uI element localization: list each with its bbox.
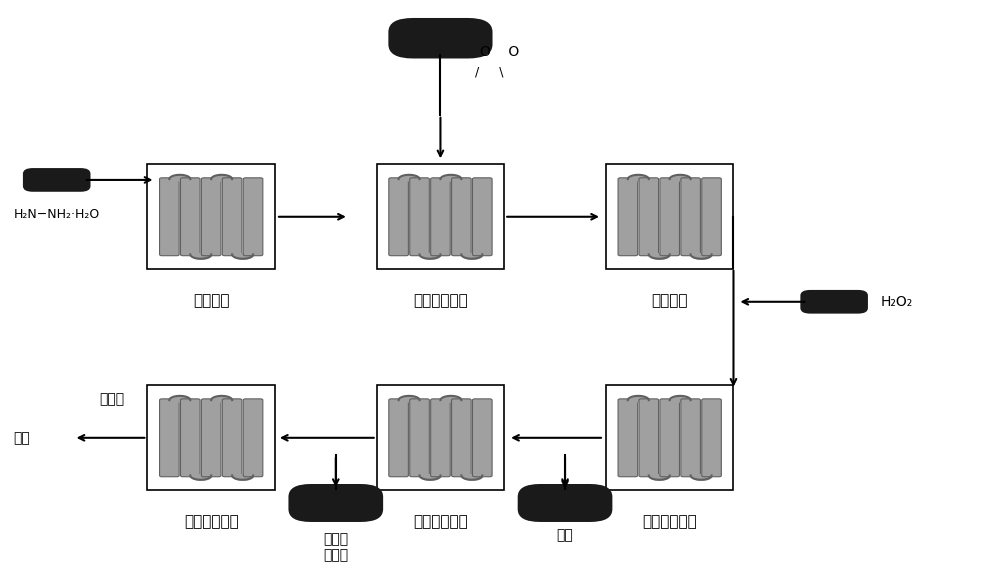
FancyBboxPatch shape [518, 484, 612, 522]
FancyBboxPatch shape [606, 386, 733, 490]
Text: H₂N−NH₂·H₂O: H₂N−NH₂·H₂O [14, 208, 100, 221]
FancyBboxPatch shape [800, 290, 868, 313]
FancyBboxPatch shape [222, 178, 242, 256]
Text: /     \: / \ [475, 66, 504, 79]
FancyBboxPatch shape [410, 399, 429, 476]
FancyBboxPatch shape [389, 399, 408, 476]
FancyBboxPatch shape [660, 399, 679, 476]
Text: 后处理: 后处理 [99, 392, 124, 407]
FancyBboxPatch shape [410, 178, 429, 256]
FancyBboxPatch shape [201, 399, 221, 476]
Text: H₂O₂: H₂O₂ [881, 295, 913, 309]
FancyBboxPatch shape [702, 399, 721, 476]
FancyBboxPatch shape [452, 178, 471, 256]
FancyBboxPatch shape [23, 168, 90, 192]
FancyBboxPatch shape [377, 386, 504, 490]
Text: 产品: 产品 [13, 431, 30, 445]
Text: 降温模块: 降温模块 [651, 293, 688, 308]
Text: 第四反应模块: 第四反应模块 [184, 514, 239, 529]
FancyBboxPatch shape [222, 399, 242, 476]
FancyBboxPatch shape [618, 178, 638, 256]
FancyBboxPatch shape [452, 399, 471, 476]
FancyBboxPatch shape [377, 164, 504, 269]
Text: 第三反应模块: 第三反应模块 [413, 514, 468, 529]
FancyBboxPatch shape [147, 386, 275, 490]
FancyBboxPatch shape [288, 484, 383, 522]
Text: 亚硝酸
邓溶液: 亚硝酸 邓溶液 [323, 533, 348, 563]
Text: 预热模块: 预热模块 [193, 293, 229, 308]
Text: 第一反应模块: 第一反应模块 [413, 293, 468, 308]
FancyBboxPatch shape [702, 178, 721, 256]
FancyBboxPatch shape [180, 399, 200, 476]
FancyBboxPatch shape [681, 178, 700, 256]
Text: 第二反应模块: 第二反应模块 [642, 514, 697, 529]
FancyBboxPatch shape [160, 399, 179, 476]
FancyBboxPatch shape [473, 399, 492, 476]
FancyBboxPatch shape [180, 178, 200, 256]
Text: 盐酸: 盐酸 [557, 529, 573, 542]
FancyBboxPatch shape [473, 178, 492, 256]
FancyBboxPatch shape [681, 399, 700, 476]
FancyBboxPatch shape [660, 178, 679, 256]
FancyBboxPatch shape [243, 399, 263, 476]
Text: O    O: O O [480, 45, 520, 59]
FancyBboxPatch shape [431, 399, 450, 476]
FancyBboxPatch shape [243, 178, 263, 256]
FancyBboxPatch shape [606, 164, 733, 269]
FancyBboxPatch shape [388, 18, 493, 58]
FancyBboxPatch shape [618, 399, 638, 476]
FancyBboxPatch shape [639, 178, 659, 256]
FancyBboxPatch shape [160, 178, 179, 256]
FancyBboxPatch shape [639, 399, 659, 476]
FancyBboxPatch shape [389, 178, 408, 256]
FancyBboxPatch shape [147, 164, 275, 269]
FancyBboxPatch shape [431, 178, 450, 256]
FancyBboxPatch shape [201, 178, 221, 256]
